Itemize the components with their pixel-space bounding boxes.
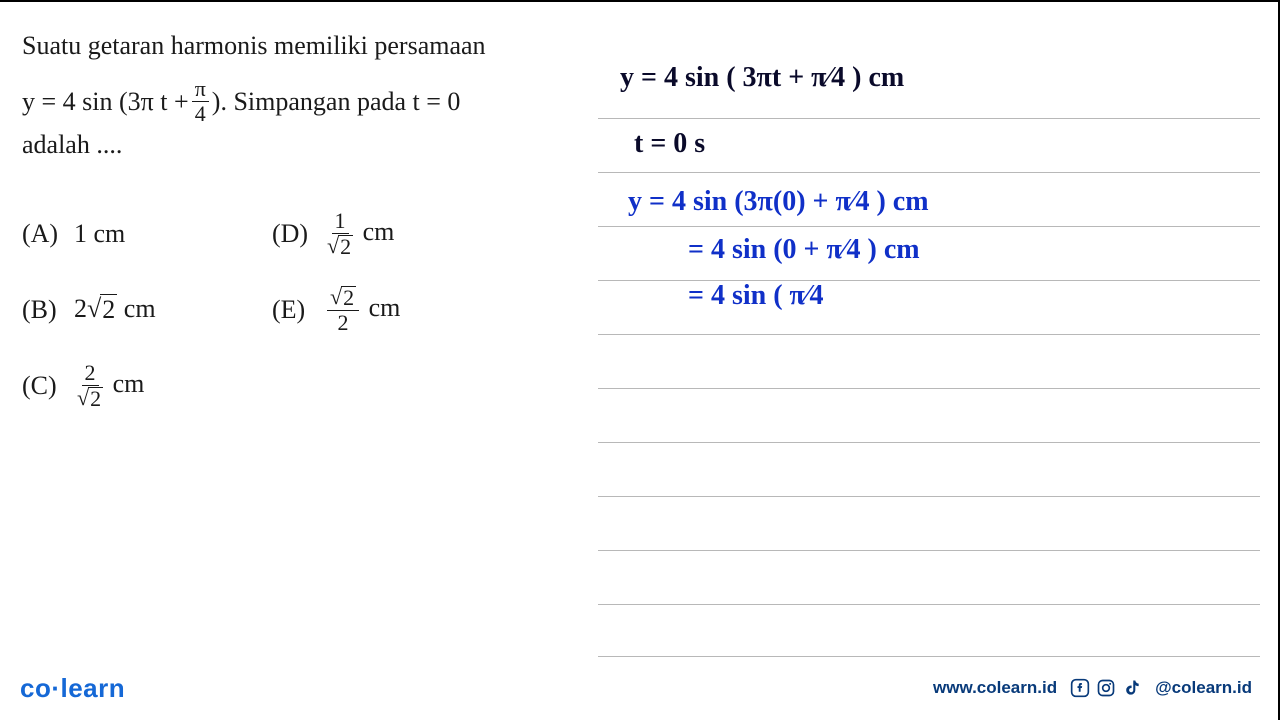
ruled-line — [598, 496, 1260, 497]
eq-pre: y = 4 sin (3π t + — [22, 82, 189, 122]
social-icons — [1069, 677, 1143, 699]
option-b[interactable]: (B) 2√2 cm — [22, 286, 272, 334]
facebook-icon[interactable] — [1069, 677, 1091, 699]
option-c-label: (C) — [22, 371, 60, 401]
handwriting-line-2: t = 0 s — [634, 128, 705, 160]
option-e-num: √2 — [327, 286, 359, 311]
option-b-label: (B) — [22, 295, 60, 325]
logo-text: co·learn — [20, 673, 125, 703]
ruled-line — [598, 334, 1260, 335]
question-block: Suatu getaran harmonis memiliki persamaa… — [22, 26, 582, 410]
instagram-icon[interactable] — [1095, 677, 1117, 699]
ruled-line — [598, 388, 1260, 389]
ruled-line — [598, 442, 1260, 443]
option-e-unit: cm — [369, 293, 401, 322]
fraction-pi-over-4: π 4 — [192, 78, 209, 125]
frac-den: 4 — [195, 102, 206, 125]
question-line-1: Suatu getaran harmonis memiliki persamaa… — [22, 26, 582, 66]
tiktok-icon[interactable] — [1121, 677, 1143, 699]
handwriting-line-3: y = 4 sin (3π(0) + π⁄4 ) cm — [628, 186, 929, 218]
options-grid: (A) 1 cm (D) 1 √2 cm (B) 2√ — [22, 210, 582, 410]
option-d-value: 1 √2 cm — [324, 210, 394, 258]
handwriting-line-5: = 4 sin ( π⁄4 — [688, 280, 824, 312]
option-b-value: 2√2 cm — [74, 294, 156, 325]
footer: co·learn www.colearn.id @colearn.id — [0, 670, 1278, 706]
option-a-label: (A) — [22, 219, 60, 249]
option-e-label: (E) — [272, 295, 310, 325]
question-line-2: y = 4 sin (3π t + π 4 ). Simpangan pada … — [22, 78, 582, 125]
ruled-line — [598, 604, 1260, 605]
ruled-line — [598, 226, 1260, 227]
option-c-den: √2 — [77, 386, 103, 410]
logo: co·learn — [20, 673, 125, 704]
option-d-num: 1 — [332, 210, 349, 234]
ruled-line — [598, 172, 1260, 173]
question-text: Suatu getaran harmonis memiliki persamaa… — [22, 26, 582, 166]
option-d-unit: cm — [363, 217, 395, 246]
option-d[interactable]: (D) 1 √2 cm — [272, 210, 522, 258]
question-line-3: adalah .... — [22, 125, 582, 165]
option-c-num: 2 — [82, 362, 99, 386]
frac-num: π — [192, 78, 209, 102]
option-d-label: (D) — [272, 219, 310, 249]
eq-post: ). Simpangan pada t = 0 — [212, 82, 461, 122]
option-a-value: 1 cm — [74, 219, 125, 249]
ruled-line — [598, 118, 1260, 119]
handwriting-line-4: = 4 sin (0 + π⁄4 ) cm — [688, 234, 920, 266]
option-e-den: 2 — [338, 311, 349, 334]
option-c-frac: 2 √2 — [77, 362, 103, 410]
option-e[interactable]: (E) √2 2 cm — [272, 286, 522, 334]
option-a[interactable]: (A) 1 cm — [22, 210, 272, 258]
ruled-line — [598, 656, 1260, 657]
option-c-value: 2 √2 cm — [74, 362, 144, 410]
option-e-frac: √2 2 — [327, 286, 359, 334]
page-frame: Suatu getaran harmonis memiliki persamaa… — [0, 0, 1280, 720]
option-d-frac: 1 √2 — [327, 210, 353, 258]
option-d-den: √2 — [327, 234, 353, 258]
footer-url[interactable]: www.colearn.id — [933, 678, 1057, 698]
footer-right: www.colearn.id @colearn.id — [933, 677, 1252, 699]
option-c-unit: cm — [113, 369, 145, 398]
ruled-line — [598, 550, 1260, 551]
option-c[interactable]: (C) 2 √2 cm — [22, 362, 272, 410]
option-e-value: √2 2 cm — [324, 286, 400, 334]
handwriting-line-1: y = 4 sin ( 3πt + π⁄4 ) cm — [620, 62, 904, 94]
footer-handle[interactable]: @colearn.id — [1155, 678, 1252, 698]
